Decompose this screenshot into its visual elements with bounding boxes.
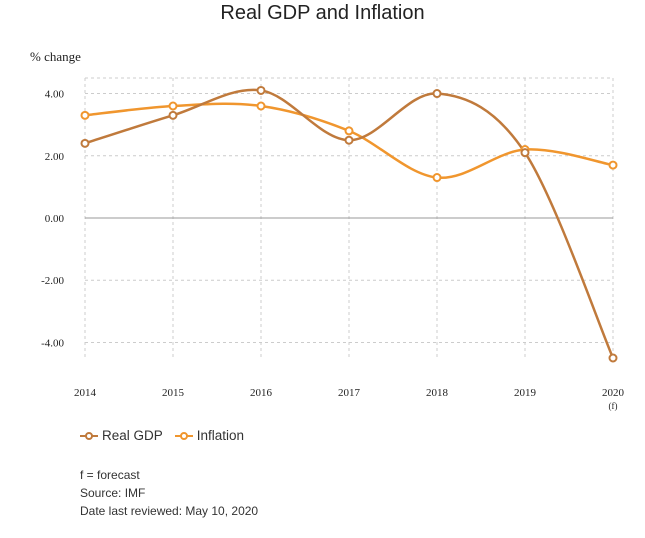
chart-title: Real GDP and Inflation bbox=[220, 2, 425, 24]
x-tick-label: 2017 bbox=[338, 387, 361, 399]
data-point-real-gdp bbox=[80, 138, 90, 148]
legend-item-real-gdp[interactable]: Real GDP bbox=[80, 428, 163, 443]
data-point-inflation bbox=[256, 101, 266, 111]
data-point-inflation bbox=[432, 173, 442, 183]
legend-marker-real-gdp-icon bbox=[80, 431, 98, 440]
y-tick-label: -2.00 bbox=[41, 275, 64, 287]
data-point-inflation bbox=[344, 126, 354, 136]
data-point-real-gdp bbox=[168, 110, 178, 120]
forecast-note: f = forecast bbox=[80, 468, 140, 482]
x-tick-label: 2016 bbox=[250, 387, 273, 399]
x-tick-label: 2018 bbox=[426, 387, 449, 399]
y-tick-label: 0.00 bbox=[45, 213, 65, 225]
y-tick-label: 2.00 bbox=[45, 151, 65, 163]
source-note: Source: IMF bbox=[80, 486, 146, 500]
legend-label-real-gdp: Real GDP bbox=[102, 428, 163, 443]
data-point-inflation bbox=[168, 101, 178, 111]
y-tick-label: -4.00 bbox=[41, 337, 64, 349]
y-axis-label: % change bbox=[30, 49, 81, 64]
data-point-real-gdp bbox=[520, 148, 530, 158]
legend-marker-inflation-icon bbox=[174, 431, 193, 440]
x-tick-label: 2015 bbox=[162, 387, 185, 399]
legend-item-inflation[interactable]: Inflation bbox=[174, 428, 245, 443]
data-point-real-gdp bbox=[608, 353, 618, 363]
y-tick-label: 4.00 bbox=[45, 89, 65, 101]
data-point-inflation bbox=[80, 110, 90, 120]
line-chart: 4.00 2.00 0.00 -2.00 -4.00 2014 2015 2016 2017 20… bbox=[41, 77, 625, 411]
x-tick-label: 2020 bbox=[602, 387, 625, 399]
data-point-real-gdp bbox=[344, 135, 354, 145]
x-tick-sublabel: (f) bbox=[609, 401, 618, 411]
data-point-real-gdp bbox=[256, 85, 266, 95]
data-point-inflation bbox=[608, 160, 618, 170]
chart-legend: Real GDP Inflation bbox=[80, 428, 244, 443]
chart-notes: f = forecast Source: IMF Date last revie… bbox=[80, 466, 258, 520]
x-tick-label: 2014 bbox=[74, 387, 97, 399]
x-tick-label: 2019 bbox=[514, 387, 537, 399]
data-point-real-gdp bbox=[432, 89, 442, 99]
reviewed-date-note: Date last reviewed: May 10, 2020 bbox=[80, 504, 259, 518]
legend-label-inflation: Inflation bbox=[196, 428, 245, 443]
